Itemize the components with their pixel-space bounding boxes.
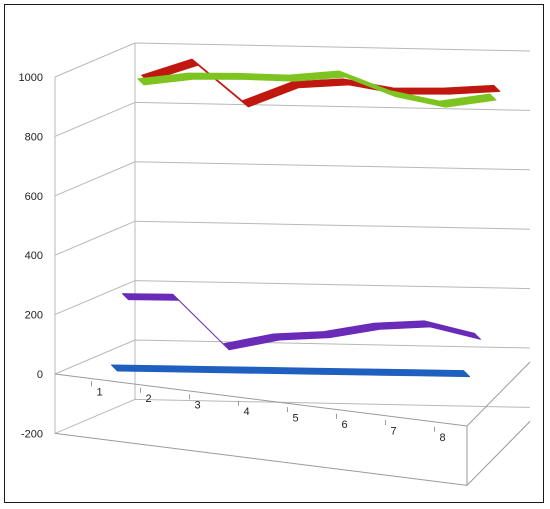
x-tick-label: 8: [439, 432, 445, 444]
y-tick-label: 800: [25, 131, 43, 143]
y-axis-ticks: -200 0 200 400 600 800 1000: [19, 72, 43, 440]
x-tick-label: 1: [96, 386, 102, 398]
y-tick-label: 0: [37, 369, 43, 381]
x-axis-ticks: 1 2 3 4 5 6 7 8: [91, 381, 446, 444]
y-tick-label: -200: [21, 428, 43, 440]
series-ribbon: [111, 364, 470, 378]
y-tick-label: 1000: [19, 72, 43, 84]
gridline: [54, 220, 531, 256]
x-tick-label: 4: [243, 406, 249, 418]
gridline: [54, 42, 531, 78]
series-ribbon: [137, 70, 497, 108]
series-ribbon: [141, 58, 501, 108]
y-tick-label: 200: [25, 310, 43, 322]
grid-layer: [54, 42, 531, 434]
x-tick-label: 2: [145, 393, 151, 405]
gridline: [54, 161, 531, 197]
y-tick-label: 600: [25, 191, 43, 203]
x-tick-label: 6: [341, 419, 347, 431]
x-tick-label: 3: [194, 399, 200, 411]
floor-edge: [54, 421, 531, 486]
series-ribbon: [122, 293, 481, 351]
x-tick-label: 7: [390, 425, 396, 437]
floor-layer: [54, 361, 531, 486]
series-layer: [111, 58, 501, 378]
y-tick-label: 400: [25, 250, 43, 262]
line-chart-3d: -200 0 200 400 600 800 1000 1 2 3 4 5 6 7 8: [19, 42, 531, 486]
gridline: [54, 101, 531, 137]
x-tick-label: 5: [292, 412, 298, 424]
chart-frame: -200 0 200 400 600 800 1000 1 2 3 4 5 6 7 8: [4, 4, 544, 503]
